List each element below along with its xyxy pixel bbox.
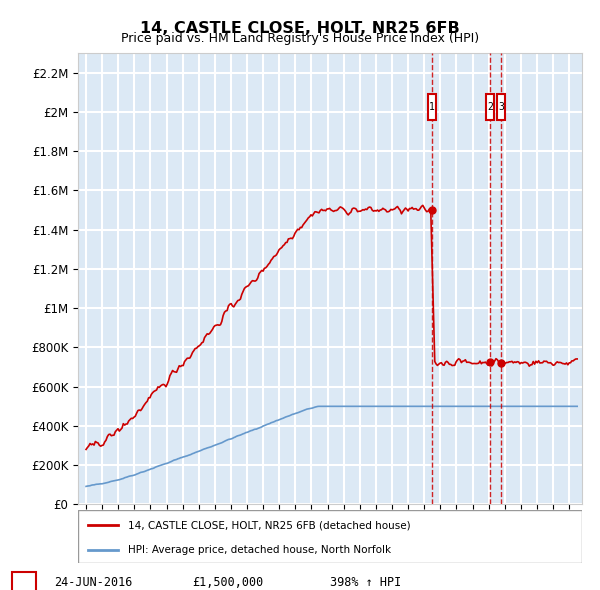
- Text: 14, CASTLE CLOSE, HOLT, NR25 6FB: 14, CASTLE CLOSE, HOLT, NR25 6FB: [140, 21, 460, 35]
- FancyBboxPatch shape: [428, 94, 436, 120]
- FancyBboxPatch shape: [78, 510, 582, 563]
- FancyBboxPatch shape: [497, 94, 505, 120]
- Text: 398% ↑ HPI: 398% ↑ HPI: [330, 576, 401, 589]
- Text: 24-JUN-2016: 24-JUN-2016: [54, 576, 133, 589]
- Text: 2: 2: [487, 102, 493, 112]
- Text: HPI: Average price, detached house, North Norfolk: HPI: Average price, detached house, Nort…: [128, 545, 392, 555]
- Text: Price paid vs. HM Land Registry's House Price Index (HPI): Price paid vs. HM Land Registry's House …: [121, 32, 479, 45]
- FancyBboxPatch shape: [486, 94, 494, 120]
- Text: 1: 1: [20, 578, 28, 588]
- Text: 14, CASTLE CLOSE, HOLT, NR25 6FB (detached house): 14, CASTLE CLOSE, HOLT, NR25 6FB (detach…: [128, 520, 411, 530]
- Text: 1: 1: [429, 102, 435, 112]
- Text: £1,500,000: £1,500,000: [192, 576, 263, 589]
- Text: 3: 3: [499, 102, 504, 112]
